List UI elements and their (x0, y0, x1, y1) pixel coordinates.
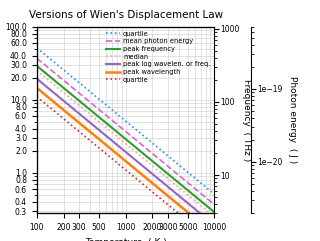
mean photon energy (120, 127, 124, 130)
peak wavelength (212, 233, 216, 236)
median (208, 212, 212, 215)
peak frequency (208, 207, 212, 210)
quartile (208, 189, 212, 192)
peak wavelength (180, 206, 184, 209)
quartile (131, 126, 135, 128)
Line: quartile: quartile (37, 48, 214, 194)
mean photon energy (131, 136, 135, 139)
X-axis label: Temperature  ( K ): Temperature ( K ) (85, 238, 166, 241)
quartile (180, 215, 184, 218)
mean photon energy (180, 177, 184, 180)
quartile (119, 116, 123, 119)
peak frequency (180, 184, 184, 187)
median (35, 69, 39, 72)
quartile (180, 166, 184, 169)
peak frequency (140, 152, 144, 154)
peak wavelength (35, 87, 39, 89)
mean photon energy (208, 200, 212, 202)
peak log wavelen. or freq. (140, 164, 144, 167)
peak wavelength (208, 229, 212, 232)
peak wavelength (140, 174, 144, 176)
quartile (120, 117, 124, 120)
peak frequency (120, 135, 124, 138)
mean photon energy (35, 57, 39, 60)
quartile (131, 174, 135, 177)
mean photon energy (140, 144, 144, 147)
quartile (35, 47, 39, 49)
quartile (140, 182, 144, 185)
Line: mean photon energy: mean photon energy (37, 58, 214, 205)
Y-axis label: Photon energy  ( J ): Photon energy ( J ) (288, 76, 297, 164)
peak frequency (131, 144, 135, 147)
mean photon energy (119, 126, 123, 129)
quartile (140, 134, 144, 136)
median (120, 140, 124, 142)
peak frequency (119, 134, 123, 137)
Legend: quartile, mean photon energy, peak frequency, median, peak log wavelen. or freq.: quartile, mean photon energy, peak frequ… (105, 30, 211, 83)
median (119, 139, 123, 141)
Title: Versions of Wien's Displacement Law: Versions of Wien's Displacement Law (28, 10, 223, 20)
Line: quartile: quartile (37, 97, 214, 241)
peak frequency (35, 64, 39, 67)
mean photon energy (212, 203, 216, 206)
median (180, 189, 184, 192)
Y-axis label: Frequency  ( THz ): Frequency ( THz ) (242, 79, 251, 161)
peak wavelength (131, 166, 135, 168)
peak log wavelen. or freq. (120, 148, 124, 151)
quartile (208, 238, 212, 241)
Line: peak frequency: peak frequency (37, 66, 214, 212)
Line: peak log wavelen. or freq.: peak log wavelen. or freq. (37, 79, 214, 225)
peak wavelength (119, 156, 123, 159)
peak log wavelen. or freq. (208, 220, 212, 223)
quartile (35, 95, 39, 98)
peak frequency (212, 211, 216, 214)
quartile (120, 166, 124, 168)
peak log wavelen. or freq. (35, 77, 39, 80)
peak log wavelen. or freq. (131, 156, 135, 159)
peak log wavelen. or freq. (119, 147, 123, 150)
median (212, 215, 216, 218)
median (131, 148, 135, 151)
Line: median: median (37, 71, 214, 217)
median (140, 156, 144, 159)
Line: peak wavelength: peak wavelength (37, 88, 214, 234)
peak log wavelen. or freq. (180, 197, 184, 200)
peak log wavelen. or freq. (212, 224, 216, 227)
quartile (119, 165, 123, 168)
peak wavelength (120, 157, 124, 160)
quartile (212, 193, 216, 196)
